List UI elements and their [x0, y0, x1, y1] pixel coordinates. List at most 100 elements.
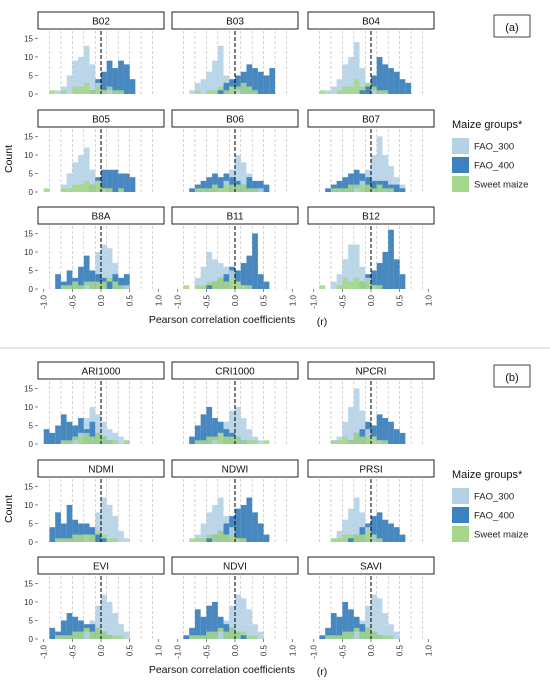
bar-fao_400	[106, 60, 113, 94]
bar-fao_300	[348, 508, 354, 542]
y-tick-label: 10	[24, 501, 33, 510]
bar-sweet-maize	[246, 188, 253, 192]
bar-fao_400	[240, 504, 247, 542]
x-tick-label: -0.5	[338, 644, 347, 658]
bar-sweet-maize	[112, 440, 119, 444]
bar-fao_400	[83, 523, 90, 542]
panel-strip	[171, 11, 299, 30]
bar-sweet-maize	[200, 285, 207, 289]
bar-fao_300	[376, 598, 383, 639]
bar-fao_300	[336, 274, 343, 289]
bar-fao_300	[83, 631, 90, 639]
bar-fao_400	[382, 519, 389, 542]
bar-fao_300	[200, 266, 207, 289]
bar-sweet-maize	[60, 635, 67, 639]
bar-sweet-maize	[252, 440, 258, 444]
bar-fao_400	[83, 255, 90, 289]
y-tick-label: 5	[29, 266, 34, 275]
y-tick-label: 5	[29, 519, 34, 528]
panel-evi: EVI 0 5 10 15 -1.0 -0.5 0.0 0.5 1.0	[24, 556, 165, 659]
bar-sweet-maize	[359, 86, 366, 94]
bar-sweet-maize	[200, 538, 207, 542]
bar-sweet-maize	[330, 440, 337, 444]
bar-sweet-maize	[101, 188, 107, 192]
bar-fao_400	[194, 609, 201, 639]
bar-fao_300	[393, 177, 400, 192]
bar-fao_300	[257, 631, 264, 639]
figure-a: (a) B02 0 5 10 15 B03 B04 B05 0 5 10 15 B06 B07 B8A 0 5 10…	[3, 11, 531, 328]
bar-fao_400	[118, 60, 124, 94]
bar-sweet-maize	[353, 277, 360, 289]
bar-sweet-maize	[359, 631, 366, 639]
panel-strip	[307, 206, 435, 225]
panel-strip	[37, 109, 165, 128]
bar-fao_300	[376, 136, 383, 192]
bar-fao_400	[252, 233, 258, 289]
bar-sweet-maize	[106, 538, 113, 542]
bar-fao_300	[240, 418, 247, 444]
bar-sweet-maize	[89, 90, 96, 94]
bar-sweet-maize	[319, 90, 326, 94]
bar-fao_400	[89, 270, 96, 289]
panel-strip	[307, 361, 435, 380]
bar-fao_400	[325, 188, 331, 192]
bar-sweet-maize	[223, 90, 230, 94]
bar-sweet-maize	[95, 180, 101, 192]
y-tick-label: 0	[29, 285, 34, 294]
bar-fao_400	[342, 601, 349, 639]
bar-fao_400	[55, 425, 61, 444]
x-tick-label: 1.0	[154, 294, 163, 306]
bar-fao_400	[66, 421, 73, 444]
bar-fao_300	[365, 605, 371, 639]
legend-swatch	[452, 507, 469, 523]
x-tick-label: 0.5	[396, 644, 405, 656]
bar-fao_400	[49, 432, 56, 444]
bar-fao_400	[112, 68, 119, 94]
panel-title: EVI	[93, 562, 109, 573]
bar-sweet-maize	[246, 635, 253, 639]
bar-fao_300	[353, 188, 360, 192]
panel-savi: SAVI -1.0 -0.5 0.0 0.5 1.0	[307, 556, 435, 659]
bar-fao_400	[49, 527, 56, 542]
bar-sweet-maize	[49, 90, 56, 94]
bar-sweet-maize	[101, 90, 107, 94]
bar-sweet-maize	[235, 184, 241, 192]
x-tick-label: 1.0	[154, 644, 163, 656]
bar-sweet-maize	[89, 184, 96, 192]
bar-sweet-maize	[83, 82, 90, 94]
bar-fao_300	[235, 154, 241, 192]
bar-fao_400	[336, 616, 343, 639]
bar-sweet-maize	[194, 90, 201, 94]
bar-fao_400	[101, 538, 107, 542]
bar-sweet-maize	[101, 631, 107, 639]
bar-sweet-maize	[83, 180, 90, 192]
legend-label: FAO_300	[474, 492, 514, 503]
bar-fao_300	[330, 86, 337, 94]
bar-sweet-maize	[376, 285, 383, 289]
bar-fao_300	[101, 497, 107, 542]
bar-fao_400	[393, 527, 400, 542]
bar-fao_400	[194, 425, 201, 444]
y-tick-label: 10	[24, 598, 33, 607]
bar-sweet-maize	[194, 538, 201, 542]
bar-fao_300	[118, 530, 124, 542]
bar-fao_300	[66, 173, 73, 192]
bar-fao_400	[393, 259, 400, 289]
y-axis-title: Count	[3, 495, 15, 523]
bar-sweet-maize	[376, 635, 383, 639]
bar-sweet-maize	[342, 631, 349, 639]
bar-fao_400	[72, 519, 79, 542]
bar-fao_400	[393, 184, 400, 192]
bar-fao_300	[118, 436, 124, 444]
panel-b02: B02 0 5 10 15	[24, 11, 165, 99]
bar-fao_300	[235, 90, 241, 94]
bar-fao_400	[252, 180, 258, 192]
bar-fao_300	[336, 530, 343, 542]
bar-fao_400	[348, 609, 354, 639]
bar-fao_400	[200, 616, 207, 639]
y-tick-label: 15	[24, 482, 33, 491]
panel-title: NDWI	[222, 465, 249, 476]
bar-fao_400	[399, 432, 406, 444]
bar-sweet-maize	[200, 635, 207, 639]
